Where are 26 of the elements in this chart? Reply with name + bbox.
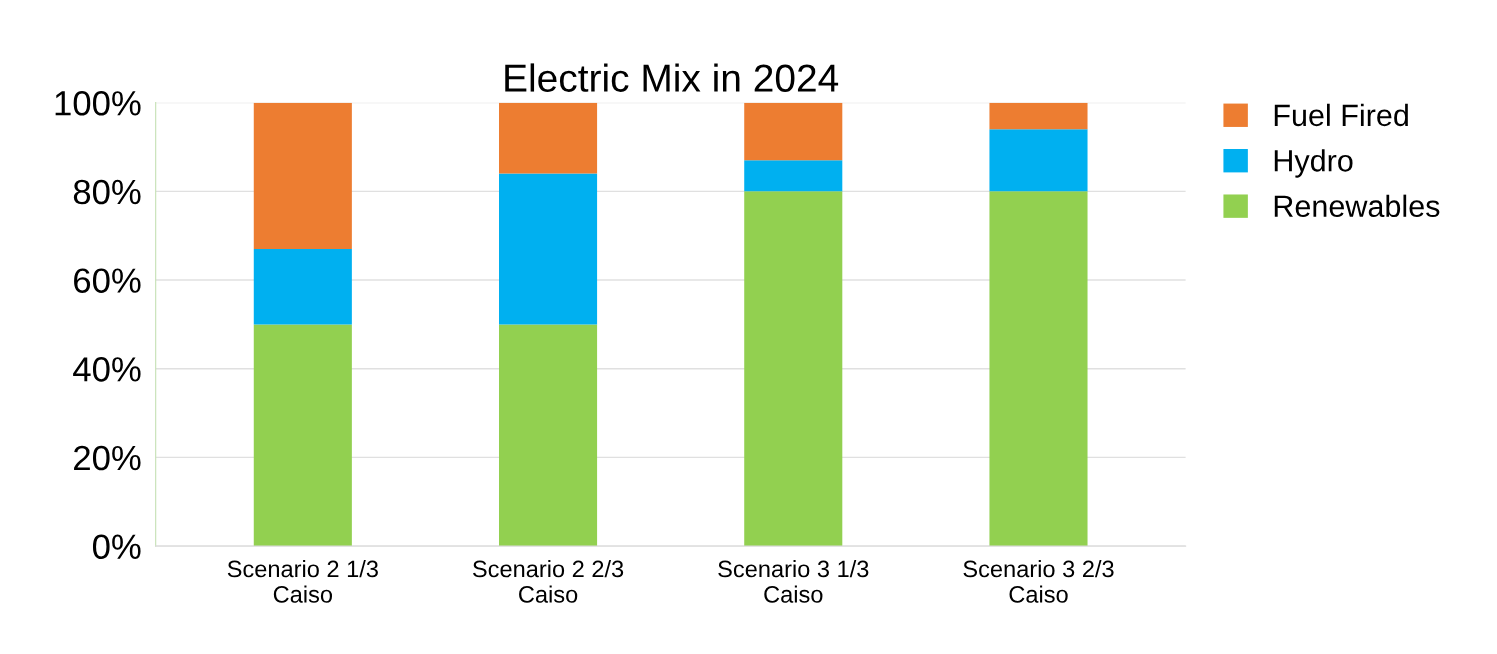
bar: [989, 102, 1088, 130]
y-tick-label: 100%: [55, 91, 141, 116]
y-tick-label: 80%: [73, 179, 141, 205]
legend-label: Renewables: [1274, 194, 1440, 218]
bar: [499, 324, 598, 547]
x-tick-label: Scenario 3 2/3 Caiso: [963, 559, 1114, 603]
x-tick-label: Scenario 3 1/3 Caiso: [718, 559, 869, 603]
legend-label: Fuel Fired: [1274, 103, 1408, 127]
y-tick-label: 20%: [74, 445, 141, 471]
x-tick-label: Scenario 2 1/3 Caiso: [227, 559, 378, 603]
bar: [499, 102, 598, 174]
bar: [253, 249, 352, 325]
y-tick-label: 60%: [74, 268, 141, 293]
y-tick-label: 40%: [73, 357, 141, 382]
bar: [253, 102, 352, 249]
y-tick-label: 0%: [92, 534, 141, 560]
x-tick-label: Scenario 2 2/3 Caiso: [472, 559, 624, 603]
bar: [499, 173, 598, 325]
bar: [253, 324, 352, 547]
bar: [989, 191, 1088, 547]
bar: [744, 191, 843, 547]
bar: [744, 102, 843, 161]
legend-label: Hydro: [1274, 149, 1353, 178]
chart-title: Electric Mix in 2024: [505, 63, 839, 92]
bar: [989, 129, 1088, 192]
bar: [744, 160, 843, 192]
